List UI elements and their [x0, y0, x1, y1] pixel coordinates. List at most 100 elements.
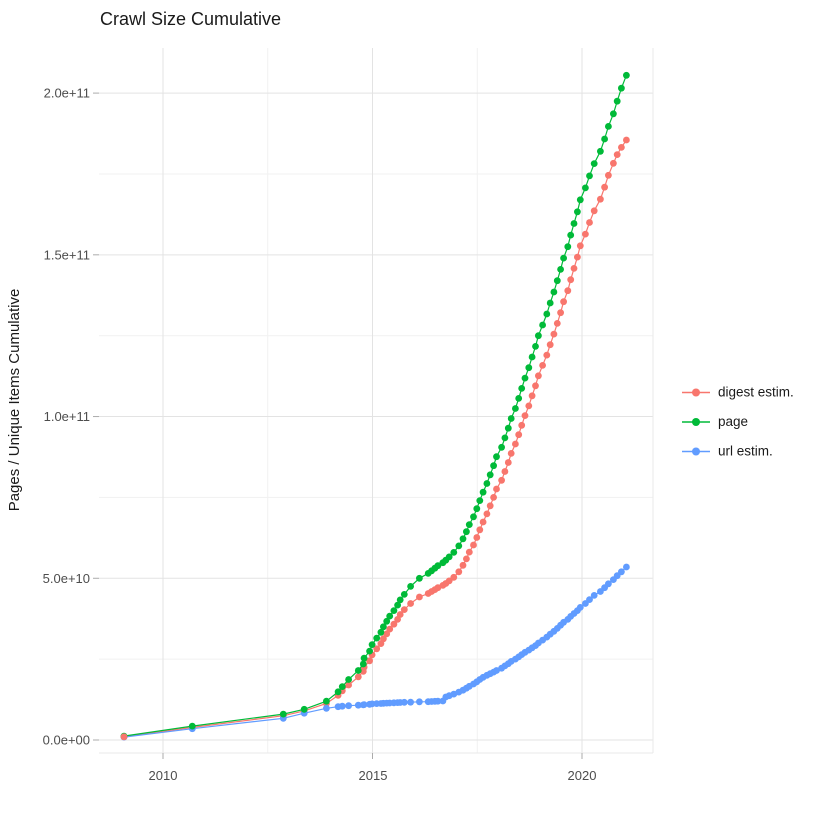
y-axis-title: Pages / Unique Items Cumulative [6, 289, 23, 512]
data-point-page [373, 634, 381, 642]
data-point-url-estim [360, 701, 368, 708]
data-point-page [470, 513, 477, 521]
data-point-digest-estim [366, 657, 373, 665]
data-point-page [601, 135, 608, 143]
data-point-digest-estim [546, 341, 554, 349]
data-point-page [407, 583, 414, 590]
data-point-page [557, 266, 564, 273]
data-point-page [525, 364, 533, 372]
data-point-url-estim [345, 702, 352, 710]
data-point-digest-estim [407, 600, 414, 607]
y-tick-label-2e11: 2.0e+11 [44, 86, 90, 101]
legend-key-dot-url-estim [692, 447, 700, 456]
data-point-page [546, 299, 554, 307]
data-point-digest-estim [490, 494, 497, 501]
y-tick-label-5e10: 5.0e+10 [43, 571, 90, 586]
legend-label-page: page [718, 414, 748, 429]
data-point-digest-estim [501, 468, 509, 475]
data-point-page [498, 443, 505, 451]
data-point-url-estim [576, 604, 584, 611]
data-point-digest-estim [574, 253, 581, 261]
data-point-digest-estim [416, 593, 423, 601]
data-point-page [359, 660, 367, 668]
data-point-page [334, 688, 342, 696]
data-point-page [338, 683, 346, 690]
data-point-digest-estim [380, 635, 387, 643]
series-line-url-estim [123, 566, 627, 738]
data-point-digest-estim [590, 207, 598, 215]
data-point-page [532, 343, 539, 350]
data-point-page [576, 196, 584, 204]
data-point-digest-estim [618, 144, 625, 151]
data-point-digest-estim-first [120, 733, 128, 741]
data-point-url-estim [623, 563, 630, 571]
data-point-page [570, 220, 578, 227]
data-point-digest-estim [543, 351, 551, 359]
data-point-page [380, 623, 387, 631]
data-point-page [386, 612, 394, 620]
data-point-digest-estim [450, 573, 458, 581]
data-point-digest-estim [459, 561, 467, 569]
data-point-page [368, 641, 376, 648]
data-point-digest-estim [476, 526, 484, 534]
legend-key-dot-digest-estim [692, 388, 700, 397]
legend-label-url-estim: url estim. [718, 444, 773, 459]
data-point-digest-estim [582, 230, 589, 238]
data-point-page [445, 553, 453, 561]
data-point-page [507, 415, 515, 422]
data-point-page [564, 243, 572, 251]
data-point-page [597, 147, 604, 155]
data-point-digest-estim [553, 320, 561, 327]
data-point-page [483, 480, 491, 487]
data-point-digest-estim [597, 195, 604, 203]
data-point-digest-estim [532, 382, 539, 390]
data-point-page [188, 722, 196, 730]
data-point-digest-estim [605, 171, 612, 179]
data-point-page [377, 628, 385, 636]
data-point-page [400, 591, 408, 598]
legend-label-digest-estim: digest estim. [718, 385, 794, 400]
data-point-digest-estim [400, 606, 408, 613]
x-tick-label-2020: 2020 [568, 768, 597, 783]
data-point-page [512, 405, 519, 412]
chart-title: Crawl Size Cumulative [100, 9, 281, 29]
data-point-digest-estim [550, 330, 558, 338]
data-point-url-estim [586, 596, 593, 603]
data-point-page [434, 562, 442, 570]
data-point-digest-estim [373, 645, 381, 653]
data-point-digest-estim [601, 183, 608, 191]
x-tick-label-2015: 2015 [359, 768, 388, 783]
data-point-digest-estim [470, 541, 477, 549]
y-tick-label-0: 0.0e+00 [43, 733, 90, 748]
data-point-digest-estim [445, 577, 453, 585]
data-point-page [528, 353, 536, 361]
data-point-page [300, 705, 308, 713]
data-point-digest-estim [507, 450, 515, 457]
data-point-digest-estim [396, 611, 404, 618]
data-point-page [390, 607, 398, 614]
data-point-digest-estim [390, 620, 398, 628]
data-point-page [590, 160, 598, 168]
data-point-page [605, 123, 612, 130]
data-point-page [279, 710, 287, 718]
data-point-page [354, 667, 362, 674]
data-point-digest-estim [479, 518, 487, 526]
data-point-digest-estim [473, 534, 481, 541]
data-point-url-estim [493, 667, 500, 674]
data-point-page [394, 601, 401, 609]
data-point-page [463, 528, 470, 536]
data-point-digest-estim [570, 265, 578, 272]
data-point-digest-estim [567, 276, 575, 284]
data-point-page [543, 310, 551, 318]
data-point-digest-estim [486, 502, 494, 510]
x-tick-label-2010: 2010 [149, 768, 178, 783]
data-point-page [476, 497, 484, 504]
data-point-digest-estim [518, 421, 526, 429]
data-point-digest-estim [535, 372, 542, 380]
data-point-page [586, 172, 593, 180]
data-point-url-estim [338, 702, 346, 710]
data-point-digest-estim [483, 510, 491, 518]
data-point-page [504, 424, 512, 432]
data-point-page [493, 453, 500, 461]
